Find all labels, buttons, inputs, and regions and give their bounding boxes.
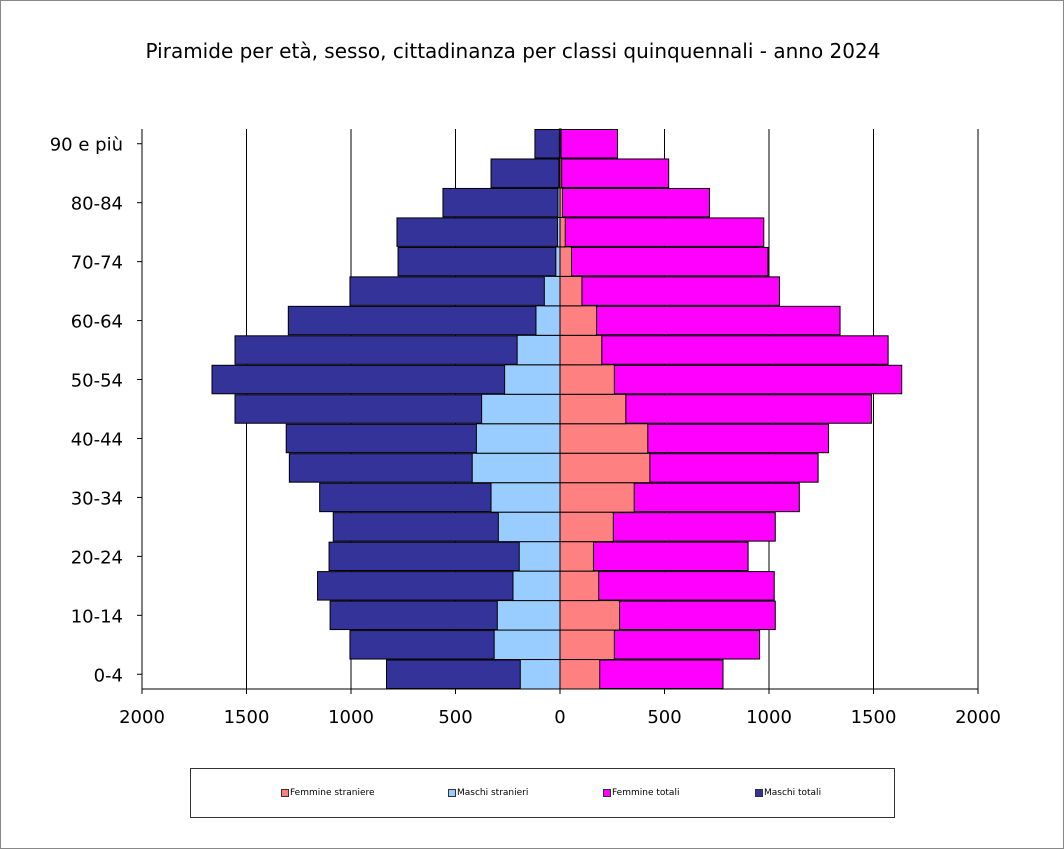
y-tick-label: 10-14 xyxy=(71,606,123,627)
bar-maschi-totali-75-79 xyxy=(396,217,561,247)
x-tick-label: 500 xyxy=(647,707,681,728)
bar-femmine-straniere-10-14 xyxy=(559,600,621,631)
y-tick-label: 60-64 xyxy=(71,312,123,333)
bar-maschi-stranieri-5-9 xyxy=(493,629,561,661)
bar-maschi-stranieri-60-64 xyxy=(535,305,561,336)
x-tick-label: 1500 xyxy=(851,707,897,728)
bar-femmine-straniere-65-69 xyxy=(559,275,583,307)
bar-femmine-straniere-0-4 xyxy=(559,659,601,690)
bar-femmine-straniere-20-24 xyxy=(559,541,594,572)
legend-swatch xyxy=(281,789,289,797)
legend-swatch xyxy=(755,789,763,797)
x-tick-label: 2000 xyxy=(955,707,1001,728)
legend-item-maschi-totali: Maschi totali xyxy=(755,788,821,799)
bar-femmine-totali-75-79 xyxy=(559,217,765,247)
bar-maschi-stranieri-40-44 xyxy=(475,423,561,454)
bar-femmine-straniere-45-49 xyxy=(559,393,627,425)
bar-maschi-stranieri-65-69 xyxy=(543,275,561,307)
bar-maschi-stranieri-20-24 xyxy=(518,541,561,572)
bar-maschi-stranieri-55-59 xyxy=(516,334,561,366)
bar-maschi-totali-70-74 xyxy=(397,246,561,277)
legend-label: Femmine totali xyxy=(612,788,680,798)
bar-maschi-stranieri-70-74 xyxy=(555,246,561,277)
bar-femmine-straniere-25-29 xyxy=(559,511,614,543)
bar-femmine-straniere-60-64 xyxy=(559,305,598,336)
legend-swatch xyxy=(448,789,456,797)
bar-femmine-totali-90-e-più xyxy=(559,129,618,159)
bar-maschi-stranieri-15-19 xyxy=(512,570,561,602)
bar-maschi-totali-55-59 xyxy=(234,335,561,365)
y-tick-label: 90 e più xyxy=(50,135,123,156)
bar-femmine-straniere-5-9 xyxy=(559,629,615,661)
bar-femmine-totali-80-84 xyxy=(559,187,710,218)
bar-femmine-totali-85-89 xyxy=(559,158,670,188)
bar-maschi-totali-90-e-più xyxy=(534,129,561,159)
bar-femmine-straniere-80-84 xyxy=(559,187,564,218)
legend: Femmine straniere Maschi stranieri Femmine… xyxy=(190,768,895,818)
y-tick-label: 50-54 xyxy=(71,371,123,392)
x-tick-label: 0 xyxy=(554,707,565,728)
bar-maschi-stranieri-50-54 xyxy=(504,364,561,395)
y-tick-label: 40-44 xyxy=(71,429,123,450)
bar-femmine-straniere-85-89 xyxy=(559,157,563,189)
bar-femmine-straniere-30-34 xyxy=(559,482,635,513)
legend-label: Femmine straniere xyxy=(290,788,375,798)
bar-maschi-stranieri-0-4 xyxy=(519,659,561,690)
legend-item-maschi-stranieri: Maschi stranieri xyxy=(448,788,528,799)
bar-femmine-totali-50-54 xyxy=(559,364,903,395)
y-tick-label: 70-74 xyxy=(71,253,123,274)
bar-maschi-totali-60-64 xyxy=(287,305,561,336)
bar-maschi-stranieri-35-39 xyxy=(471,452,561,484)
bar-femmine-straniere-50-54 xyxy=(559,364,615,395)
bar-maschi-stranieri-10-14 xyxy=(496,600,561,631)
bar-femmine-straniere-40-44 xyxy=(559,423,649,454)
bar-femmine-totali-55-59 xyxy=(559,335,889,365)
bar-maschi-stranieri-25-29 xyxy=(497,511,561,543)
legend-item-femmine-totali: Femmine totali xyxy=(603,788,679,799)
chart-title: Piramide per età, sesso, cittadinanza pe… xyxy=(145,39,881,63)
legend-label: Maschi stranieri xyxy=(457,788,529,798)
x-tick-label: 1500 xyxy=(224,707,270,728)
bar-maschi-stranieri-30-34 xyxy=(490,482,561,513)
y-tick-label: 30-34 xyxy=(71,488,123,509)
bar-femmine-straniere-55-59 xyxy=(559,334,603,366)
bar-femmine-straniere-75-79 xyxy=(559,216,566,248)
bar-maschi-totali-80-84 xyxy=(442,187,561,218)
bar-femmine-totali-60-64 xyxy=(559,305,841,336)
bar-maschi-totali-85-89 xyxy=(490,158,561,188)
bar-femmine-straniere-70-74 xyxy=(559,246,572,277)
bar-femmine-totali-70-74 xyxy=(559,246,769,277)
x-tick-label: 500 xyxy=(438,707,472,728)
legend-item-femmine-straniere: Femmine straniere xyxy=(281,788,375,799)
y-tick-label: 80-84 xyxy=(71,194,123,215)
bar-maschi-totali-65-69 xyxy=(349,276,561,306)
x-tick-label: 1000 xyxy=(746,707,792,728)
bar-femmine-totali-65-69 xyxy=(559,276,780,306)
y-tick-label: 20-24 xyxy=(71,547,123,568)
bar-maschi-stranieri-45-49 xyxy=(481,393,561,425)
x-tick-label: 1000 xyxy=(328,707,374,728)
bar-femmine-straniere-90-e-più xyxy=(559,128,562,159)
y-tick-label: 0-4 xyxy=(94,665,123,686)
legend-swatch xyxy=(603,789,611,797)
x-tick-label: 2000 xyxy=(119,707,165,728)
legend-label: Maschi totali xyxy=(764,788,822,798)
bar-femmine-straniere-35-39 xyxy=(559,452,651,484)
bar-maschi-totali-50-54 xyxy=(211,364,561,395)
bar-femmine-straniere-15-19 xyxy=(559,570,600,602)
